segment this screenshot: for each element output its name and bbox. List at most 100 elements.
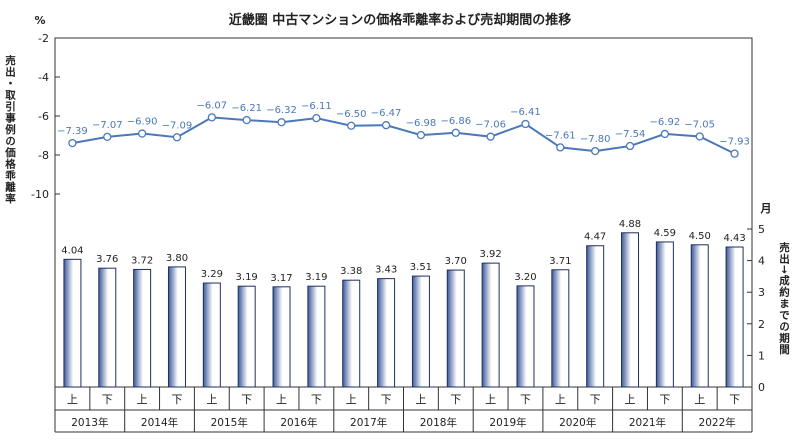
line-point bbox=[347, 121, 356, 130]
bar-data-label: 4.50 bbox=[689, 231, 711, 242]
line-point bbox=[381, 121, 391, 130]
bar-data-label: 3.70 bbox=[445, 256, 467, 267]
bar-data-label: 4.04 bbox=[61, 245, 83, 256]
year-label: 2014年 bbox=[141, 416, 178, 429]
bar-data-label: 4.43 bbox=[723, 233, 745, 244]
half-year-label: 下 bbox=[520, 393, 531, 406]
left-axis-unit: % bbox=[34, 14, 45, 27]
half-year-label: 上 bbox=[276, 393, 287, 406]
line-data-label: −6.32 bbox=[266, 105, 297, 116]
line-point bbox=[137, 129, 147, 138]
right-tick-label: 1 bbox=[758, 349, 765, 362]
half-year-label: 下 bbox=[311, 393, 322, 406]
line-point bbox=[486, 132, 495, 141]
line-data-label: −7.61 bbox=[545, 130, 576, 141]
right-tick-label: 2 bbox=[758, 318, 765, 331]
bar-data-label: 3.43 bbox=[375, 265, 397, 276]
line-data-label: −7.39 bbox=[57, 126, 88, 137]
line-data-label: −7.54 bbox=[615, 129, 646, 140]
left-tick-label: -2 bbox=[38, 32, 49, 45]
bar bbox=[98, 267, 117, 388]
line-data-label: −6.98 bbox=[406, 118, 437, 129]
bar-data-label: 4.47 bbox=[584, 232, 606, 243]
half-year-label: 上 bbox=[206, 393, 217, 406]
line-data-label: −6.21 bbox=[231, 103, 262, 114]
bar-data-label: 3.17 bbox=[270, 273, 292, 284]
chart-title: 近畿圏 中古マンションの価格乖離率および売却期間の推移 bbox=[229, 12, 572, 28]
bar bbox=[481, 262, 500, 388]
bar bbox=[237, 285, 256, 388]
bar bbox=[655, 241, 674, 388]
year-label: 2019年 bbox=[489, 416, 526, 429]
bar-data-label: 3.19 bbox=[305, 272, 327, 283]
bar bbox=[621, 232, 640, 388]
right-tick-label: 5 bbox=[758, 223, 765, 236]
right-tick-label: 4 bbox=[758, 255, 765, 268]
right-axis-label: 売出→成約までの期間 bbox=[778, 241, 790, 355]
line-point bbox=[730, 149, 739, 158]
bar-data-label: 3.92 bbox=[479, 249, 501, 260]
year-label: 2020年 bbox=[559, 416, 596, 429]
bar-data-label: 3.80 bbox=[166, 253, 188, 264]
year-label: 2021年 bbox=[629, 416, 666, 429]
half-year-label: 上 bbox=[67, 393, 78, 406]
line-data-label: −7.80 bbox=[580, 134, 611, 145]
line-data-label: −6.50 bbox=[336, 109, 367, 120]
line-data-label: −6.90 bbox=[127, 117, 158, 128]
line-data-label: −6.11 bbox=[301, 101, 332, 112]
line-point bbox=[416, 130, 426, 140]
line-point bbox=[695, 132, 704, 141]
line-point bbox=[242, 115, 251, 125]
line-point bbox=[68, 138, 77, 148]
bar bbox=[167, 266, 186, 388]
bar bbox=[307, 285, 326, 388]
line-data-label: −7.07 bbox=[92, 120, 123, 131]
half-year-label: 下 bbox=[729, 393, 740, 406]
left-tick-label: -4 bbox=[38, 71, 49, 84]
half-year-label: 上 bbox=[555, 393, 566, 406]
line-data-label: −7.06 bbox=[475, 120, 506, 131]
left-tick-label: -6 bbox=[38, 110, 49, 123]
bar-data-label: 4.59 bbox=[654, 228, 676, 239]
line-point bbox=[103, 132, 112, 142]
bar-data-label: 3.19 bbox=[236, 272, 258, 283]
half-year-label: 下 bbox=[450, 393, 461, 406]
half-year-label: 下 bbox=[241, 393, 252, 406]
left-tick-label: -8 bbox=[38, 149, 49, 162]
bar bbox=[551, 269, 570, 388]
half-year-label: 下 bbox=[381, 393, 392, 406]
line-data-label: −6.07 bbox=[196, 100, 227, 111]
bar-data-label: 3.51 bbox=[410, 262, 432, 273]
bar bbox=[516, 285, 535, 388]
bar-data-label: 3.76 bbox=[96, 254, 118, 265]
line-point bbox=[521, 119, 530, 129]
bar-data-label: 3.29 bbox=[201, 269, 223, 280]
bar-data-label: 3.72 bbox=[131, 255, 153, 266]
line-point bbox=[591, 146, 600, 156]
line-data-label: −7.09 bbox=[162, 120, 193, 131]
half-year-label: 下 bbox=[171, 393, 182, 406]
bar bbox=[377, 278, 396, 388]
line-data-label: −7.93 bbox=[719, 137, 750, 148]
line-point bbox=[277, 118, 286, 127]
right-tick-label: 3 bbox=[758, 286, 765, 299]
half-year-label: 上 bbox=[137, 393, 148, 406]
year-label: 2015年 bbox=[211, 416, 248, 429]
line-point bbox=[625, 141, 635, 151]
bar bbox=[725, 246, 744, 388]
line-data-label: −6.41 bbox=[510, 107, 541, 118]
half-year-label: 上 bbox=[694, 393, 705, 406]
line-point bbox=[451, 128, 460, 137]
bar-data-label: 4.88 bbox=[619, 219, 641, 230]
line-point bbox=[172, 133, 182, 142]
line-point bbox=[207, 113, 216, 122]
plot-frame bbox=[54, 37, 753, 388]
bar bbox=[63, 258, 82, 388]
right-axis-unit: 月 bbox=[760, 202, 772, 215]
half-year-label: 下 bbox=[590, 393, 601, 406]
half-year-label: 上 bbox=[625, 393, 636, 406]
line-data-label: −7.05 bbox=[684, 119, 715, 130]
bar bbox=[342, 279, 361, 388]
half-year-label: 下 bbox=[102, 393, 113, 406]
